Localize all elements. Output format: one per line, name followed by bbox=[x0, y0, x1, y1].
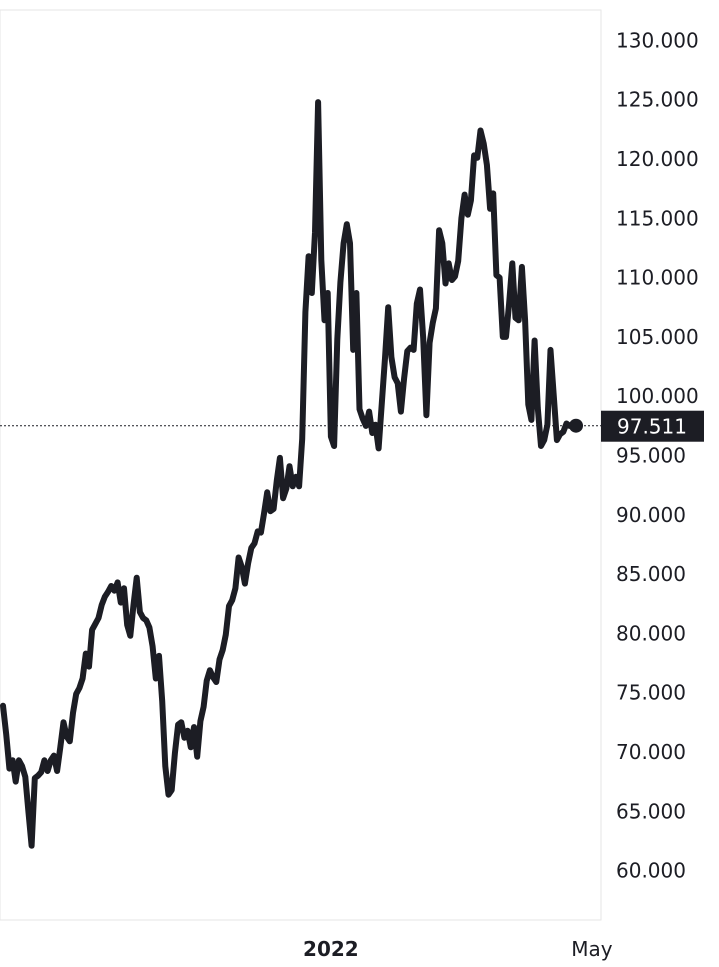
last-price-badge-background bbox=[601, 410, 704, 442]
y-tick-label: 95.000 bbox=[616, 444, 686, 468]
y-tick-label: 105.000 bbox=[616, 325, 699, 349]
y-tick-label: 60.000 bbox=[616, 859, 686, 883]
x-tick-label: 2022 bbox=[303, 937, 359, 961]
y-tick-label: 70.000 bbox=[616, 740, 686, 764]
x-tick-label: May bbox=[571, 937, 613, 961]
last-price-marker bbox=[569, 418, 583, 433]
y-tick-label: 120.000 bbox=[616, 147, 699, 171]
last-price-badge: 97.511 bbox=[601, 410, 704, 442]
y-axis: 130.000 125.000 120.000 115.000 110.000 105.0… bbox=[616, 28, 699, 882]
last-price-label: 97.511 bbox=[617, 415, 687, 439]
y-tick-label: 110.000 bbox=[616, 266, 699, 290]
plot-area-frame bbox=[0, 9, 602, 921]
y-tick-label: 85.000 bbox=[616, 562, 686, 586]
y-tick-label: 90.000 bbox=[616, 503, 686, 527]
y-tick-label: 100.000 bbox=[616, 384, 699, 408]
price-series-line bbox=[0, 99, 579, 849]
y-tick-label: 130.000 bbox=[616, 28, 699, 52]
y-tick-label: 80.000 bbox=[616, 621, 686, 645]
y-tick-label: 115.000 bbox=[616, 206, 699, 230]
x-axis: 2022 May bbox=[303, 937, 613, 961]
y-tick-label: 75.000 bbox=[616, 681, 686, 705]
y-tick-label: 125.000 bbox=[616, 88, 699, 112]
y-tick-label: 65.000 bbox=[616, 799, 686, 823]
